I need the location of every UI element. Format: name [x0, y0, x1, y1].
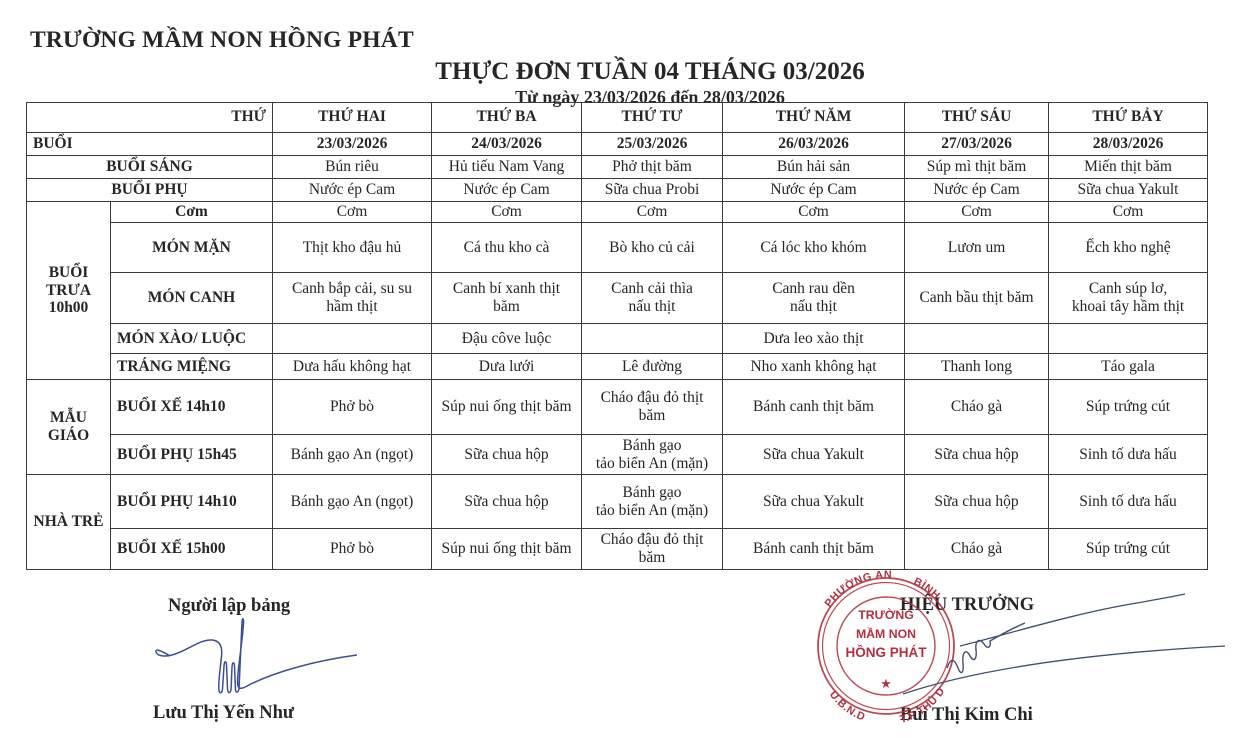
svg-text:U.B.N.D: U.B.N.D — [827, 689, 867, 724]
